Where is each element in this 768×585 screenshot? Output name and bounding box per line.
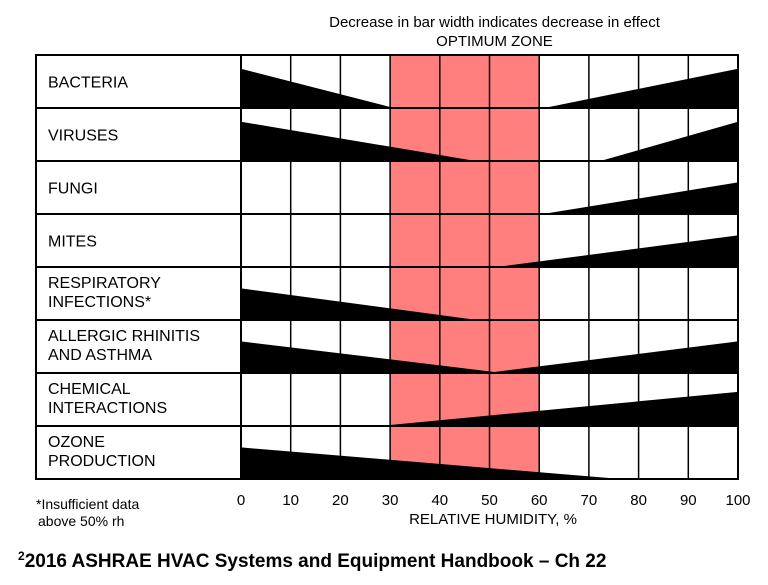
row-label-6-line-2: AND ASTHMA xyxy=(48,347,152,364)
citation-superscript: 2 xyxy=(18,549,25,563)
row-label-1-line-1: BACTERIA xyxy=(48,75,128,92)
x-tick-40: 40 xyxy=(431,492,448,509)
x-tick-20: 20 xyxy=(332,492,349,509)
citation-text: 2016 ASHRAE HVAC Systems and Equipment H… xyxy=(25,551,607,572)
bar-low-row-5 xyxy=(241,288,470,319)
x-tick-50: 50 xyxy=(481,492,498,509)
x-tick-60: 60 xyxy=(531,492,548,509)
bar-high-row-2 xyxy=(603,121,738,160)
bar-high-row-7 xyxy=(390,391,738,425)
chart-title: Decrease in bar width indicates decrease… xyxy=(329,14,661,31)
row-label-7-line-1: CHEMICAL xyxy=(48,381,131,398)
citation: 22016 ASHRAE HVAC Systems and Equipment … xyxy=(18,549,606,572)
x-axis-label: RELATIVE HUMIDITY, % xyxy=(409,511,577,528)
x-tick-100: 100 xyxy=(725,492,750,509)
x-tick-90: 90 xyxy=(680,492,697,509)
bar-low-row-1 xyxy=(241,68,391,107)
row-label-4-line-1: MITES xyxy=(48,234,97,251)
footnote-line-1: *Insufficient data xyxy=(36,496,139,512)
x-tick-70: 70 xyxy=(581,492,598,509)
row-label-5-line-1: RESPIRATORY xyxy=(48,275,161,292)
x-tick-80: 80 xyxy=(630,492,647,509)
row-label-8-line-2: PRODUCTION xyxy=(48,453,156,470)
row-label-5-line-2: INFECTIONS* xyxy=(48,294,151,311)
bar-low-row-2 xyxy=(241,121,470,160)
bar-low-row-8 xyxy=(241,447,609,478)
row-label-6-line-1: ALLERGIC RHINITIS xyxy=(48,328,200,345)
footnote-line-2: above 50% rh xyxy=(38,513,124,529)
optimum-zone-label: OPTIMUM ZONE xyxy=(436,33,553,50)
bar-high-row-3 xyxy=(549,182,738,213)
bar-high-row-4 xyxy=(504,235,738,266)
x-tick-30: 30 xyxy=(382,492,399,509)
x-tick-10: 10 xyxy=(282,492,299,509)
bar-high-row-6 xyxy=(494,341,738,372)
bar-low-row-6 xyxy=(241,341,495,372)
bar-high-row-1 xyxy=(549,68,738,107)
row-label-7-line-2: INTERACTIONS xyxy=(48,400,167,417)
row-label-2-line-1: VIRUSES xyxy=(48,128,118,145)
row-label-8-line-1: OZONE xyxy=(48,434,105,451)
row-label-3-line-1: FUNGI xyxy=(48,181,98,198)
x-tick-0: 0 xyxy=(237,492,245,509)
